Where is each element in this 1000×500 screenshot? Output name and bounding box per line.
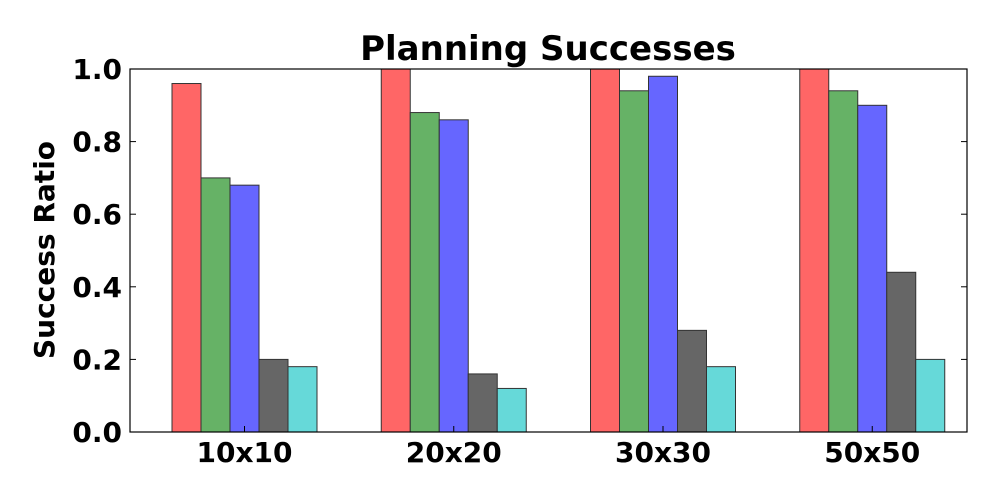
bar-series5-10x10 <box>287 366 318 433</box>
bar-series5-20x20 <box>496 387 527 433</box>
y-tick-label: 0.6 <box>72 198 122 231</box>
bar-series4-20x20 <box>467 373 498 433</box>
y-tick-label: 0.0 <box>72 416 122 449</box>
chart-title: Planning Successes <box>360 29 736 69</box>
bar-series1-50x50 <box>799 68 830 433</box>
bar-series2-10x10 <box>200 177 231 433</box>
x-tick-label: 30x30 <box>615 436 711 469</box>
y-tick-label: 1.0 <box>72 53 122 86</box>
x-tick-label: 10x10 <box>197 436 293 469</box>
y-ticks-group: 0.0 0.2 0.4 0.6 0.8 1.0 <box>72 53 967 449</box>
bar-series1-20x20 <box>380 68 411 433</box>
bar-series3-10x10 <box>229 184 260 433</box>
bar-series3-20x20 <box>438 119 469 433</box>
x-ticks-group: 10x10 20x20 30x30 50x50 <box>197 426 920 469</box>
bar-series2-20x20 <box>409 112 440 433</box>
bar-series4-10x10 <box>258 358 289 433</box>
bar-series3-50x50 <box>857 104 888 433</box>
bar-series2-50x50 <box>828 90 859 433</box>
bar-series5-30x30 <box>706 366 736 433</box>
y-tick-label: 0.4 <box>72 271 122 304</box>
y-tick-label: 0.2 <box>72 343 122 376</box>
x-tick-label: 50x50 <box>824 436 920 469</box>
bar-series1-30x30 <box>590 68 620 433</box>
bar-series2-30x30 <box>619 90 649 433</box>
plot-frame <box>129 68 968 433</box>
x-tick-label: 20x20 <box>406 436 502 469</box>
bars-group <box>171 68 946 433</box>
y-axis-label: Success Ratio <box>28 141 61 359</box>
bar-series1-10x10 <box>171 83 202 433</box>
bar-series5-50x50 <box>915 358 946 433</box>
y-tick-label: 0.8 <box>72 126 122 159</box>
bar-series4-50x50 <box>886 271 917 433</box>
bar-series4-30x30 <box>677 329 707 433</box>
bar-series3-30x30 <box>648 75 678 433</box>
